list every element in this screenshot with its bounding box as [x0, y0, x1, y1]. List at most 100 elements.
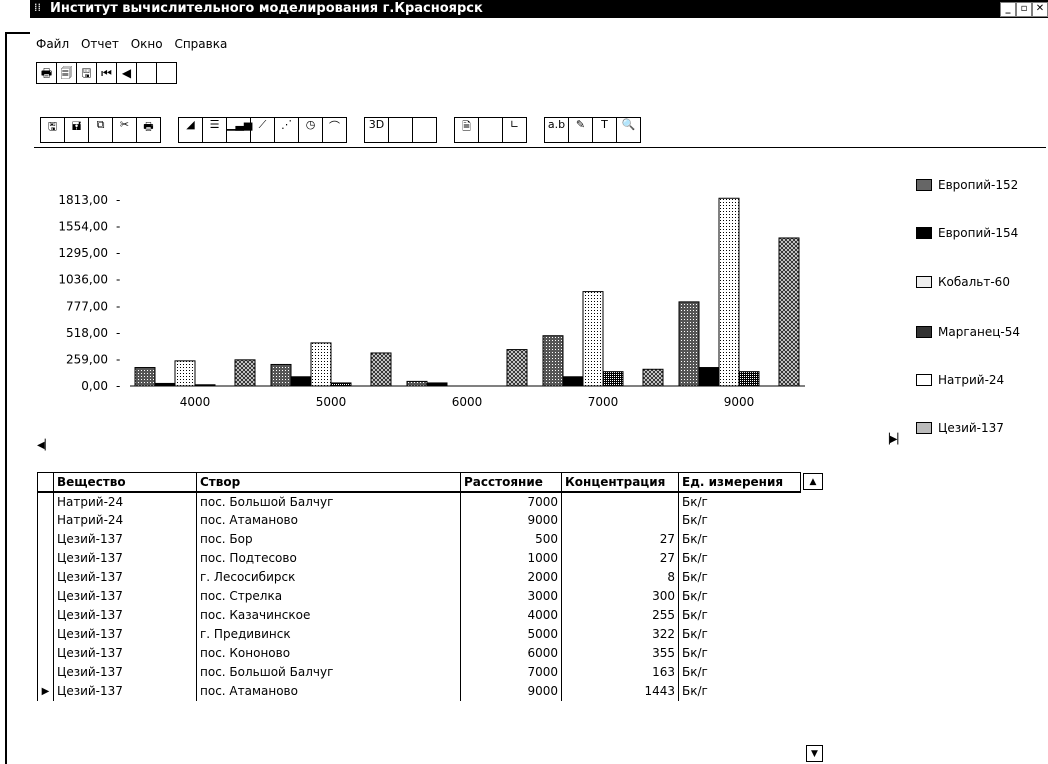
table-cell[interactable]: пос. Атаманово — [196, 681, 461, 701]
table-cell[interactable] — [561, 510, 679, 530]
table-cell[interactable]: 355 — [561, 643, 679, 663]
table-cell[interactable]: Бк/г — [678, 567, 801, 587]
table-cell[interactable]: Цезий-137 — [53, 624, 197, 644]
table-row[interactable]: Цезий-137 пос. Подтесово 1000 27 Бк/г — [37, 548, 801, 568]
row-selector[interactable] — [37, 567, 54, 587]
table-cell[interactable]: 7000 — [460, 491, 562, 511]
table-cell[interactable]: Цезий-137 — [53, 662, 197, 682]
scroll-up-icon[interactable]: ▲ — [803, 473, 823, 490]
column-header-substance[interactable]: Вещество — [53, 472, 197, 493]
table-row[interactable]: Цезий-137 пос. Стрелка 3000 300 Бк/г — [37, 586, 801, 606]
3d-button[interactable]: 3D — [364, 117, 389, 143]
table-cell[interactable]: Цезий-137 — [53, 681, 197, 701]
copy-button[interactable]: ⧉ — [88, 117, 113, 143]
table-cell[interactable]: Бк/г — [678, 643, 801, 663]
table-row[interactable]: Цезий-137 г. Лесосибирск 2000 8 Бк/г — [37, 567, 801, 587]
line-chart-button[interactable]: ⟋ — [250, 117, 275, 143]
table-cell[interactable]: 5000 — [460, 624, 562, 644]
table-cell[interactable]: 2000 — [460, 567, 562, 587]
row-selector[interactable] — [37, 624, 54, 644]
table-cell[interactable]: г. Лесосибирск — [196, 567, 461, 587]
table-cell[interactable]: пос. Бор — [196, 529, 461, 549]
step-chart-button[interactable]: ⌒ — [322, 117, 347, 143]
table-cell[interactable] — [561, 491, 679, 511]
table-cell[interactable]: г. Предивинск — [196, 624, 461, 644]
table-cell[interactable]: пос. Большой Балчуг — [196, 491, 461, 511]
last-page-button[interactable] — [156, 62, 177, 84]
table-cell[interactable]: 7000 — [460, 662, 562, 682]
table-cell[interactable]: пос. Большой Балчуг — [196, 662, 461, 682]
row-selector[interactable] — [37, 510, 54, 530]
table-cell[interactable]: Бк/г — [678, 586, 801, 606]
table-cell[interactable]: Цезий-137 — [53, 567, 197, 587]
table-cell[interactable]: 1443 — [561, 681, 679, 701]
first-page-button[interactable]: ⏮ — [96, 62, 117, 84]
table-cell[interactable]: 300 — [561, 586, 679, 606]
close-button[interactable]: ✕ — [1032, 2, 1048, 17]
menu-window[interactable]: Окно — [130, 37, 163, 51]
print-button[interactable]: 🖶 — [136, 117, 161, 143]
chart-scroll-left-icon[interactable]: ◀▏ — [37, 440, 53, 451]
table-cell[interactable]: Бк/г — [678, 662, 801, 682]
table-cell[interactable]: Бк/г — [678, 605, 801, 625]
save-button[interactable]: 🖫 — [40, 117, 65, 143]
row-selector[interactable] — [37, 662, 54, 682]
table-cell[interactable]: 6000 — [460, 643, 562, 663]
table-cell[interactable]: 322 — [561, 624, 679, 644]
text-button[interactable]: a.b — [544, 117, 569, 143]
font-button[interactable]: T — [592, 117, 617, 143]
restore-button[interactable]: ▫ — [1016, 2, 1032, 17]
table-cell[interactable]: пос. Стрелка — [196, 586, 461, 606]
column-header-site[interactable]: Створ — [196, 472, 461, 493]
table-row[interactable]: Цезий-137 пос. Бор 500 27 Бк/г — [37, 529, 801, 549]
blank-a-button[interactable] — [388, 117, 413, 143]
print-button[interactable]: 🖶 — [36, 62, 57, 84]
row-selector[interactable] — [37, 529, 54, 549]
row-selector[interactable] — [37, 605, 54, 625]
column-header-distance[interactable]: Расстояние — [460, 472, 562, 493]
table-cell[interactable]: пос. Атаманово — [196, 510, 461, 530]
menu-help[interactable]: Справка — [174, 37, 228, 51]
table-cell[interactable]: Бк/г — [678, 510, 801, 530]
table-cell[interactable]: пос. Казачинское — [196, 605, 461, 625]
minimize-button[interactable]: _ — [1000, 2, 1016, 17]
table-cell[interactable]: Цезий-137 — [53, 586, 197, 606]
menu-file[interactable]: Файл — [36, 37, 70, 51]
column-header-unit[interactable]: Ед. измерения — [678, 472, 801, 493]
row-selector[interactable] — [37, 491, 54, 511]
table-cell[interactable]: 9000 — [460, 681, 562, 701]
axes-button[interactable]: ∟ — [502, 117, 527, 143]
hbar-chart-button[interactable]: ☰ — [202, 117, 227, 143]
table-row[interactable]: Натрий-24 пос. Большой Балчуг 7000 Бк/г — [37, 491, 801, 511]
table-cell[interactable]: 8 — [561, 567, 679, 587]
table-cell[interactable]: Цезий-137 — [53, 605, 197, 625]
row-selector[interactable] — [37, 643, 54, 663]
table-row[interactable]: Цезий-137 пос. Большой Балчуг 7000 163 Бк/г — [37, 662, 801, 682]
save-as-button[interactable]: 🖬 — [64, 117, 89, 143]
chart-scroll-right-icon[interactable]: ▕▶▏ — [882, 434, 906, 445]
table-cell[interactable]: 9000 — [460, 510, 562, 530]
palette-button[interactable]: ✎ — [568, 117, 593, 143]
blank-c-button[interactable] — [478, 117, 503, 143]
table-cell[interactable]: пос. Подтесово — [196, 548, 461, 568]
row-selector[interactable] — [37, 548, 54, 568]
bar-chart-button[interactable]: ▁▃▅ — [226, 117, 252, 143]
table-cell[interactable]: 27 — [561, 529, 679, 549]
table-cell[interactable]: Бк/г — [678, 491, 801, 511]
table-row[interactable]: Цезий-137 г. Предивинск 5000 322 Бк/г — [37, 624, 801, 644]
table-cell[interactable]: Бк/г — [678, 548, 801, 568]
table-cell[interactable]: Бк/г — [678, 529, 801, 549]
table-row[interactable]: Натрий-24 пос. Атаманово 9000 Бк/г — [37, 510, 801, 530]
row-selector[interactable]: ▶ — [37, 681, 54, 701]
column-header-concentration[interactable]: Концентрация — [561, 472, 679, 493]
document-button[interactable]: 🗎 — [454, 117, 479, 143]
row-selector[interactable] — [37, 586, 54, 606]
area-chart-button[interactable]: ◢ — [178, 117, 203, 143]
menu-report[interactable]: Отчет — [80, 37, 119, 51]
pie-chart-button[interactable]: ◷ — [298, 117, 323, 143]
table-cell[interactable]: 27 — [561, 548, 679, 568]
table-row[interactable]: Цезий-137 пос. Казачинское 4000 255 Бк/г — [37, 605, 801, 625]
table-cell[interactable]: Бк/г — [678, 624, 801, 644]
table-cell[interactable]: Натрий-24 — [53, 510, 197, 530]
zoom-button[interactable]: 🔍 — [616, 117, 641, 143]
